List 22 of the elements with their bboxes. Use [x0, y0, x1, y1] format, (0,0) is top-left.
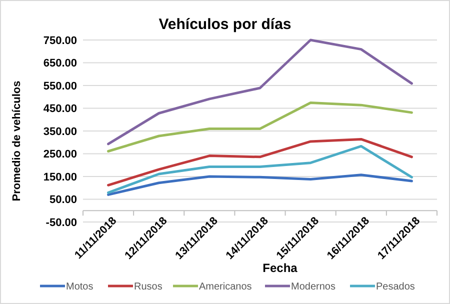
chart-title: Vehículos por días: [158, 16, 292, 33]
line-series: [107, 144, 413, 194]
y-tick-label: 250.00: [43, 148, 77, 161]
line-series: [107, 138, 413, 186]
y-tick-label: 350.00: [43, 126, 77, 138]
y-tick-label: 650.00: [43, 58, 77, 70]
y-tick-label: -50.00: [46, 216, 77, 229]
x-axis-title: Fecha: [262, 261, 298, 275]
legend-label: Pesados: [376, 282, 415, 292]
y-tick-label: 450.00: [43, 103, 77, 116]
y-axis-title: Promedio de vehículos: [11, 80, 23, 202]
legend-label: Americanos: [199, 282, 252, 292]
y-tick-label: 150.00: [43, 171, 77, 184]
legend-label: Modernos: [291, 282, 336, 292]
y-tick-label: 550.00: [43, 80, 77, 92]
y-tick-label: 750.00: [43, 34, 77, 47]
line-series: [107, 174, 413, 196]
legend-label: Motos: [66, 282, 94, 292]
legend-label: Rusos: [134, 282, 162, 292]
line-series: [107, 38, 413, 146]
line-series: [107, 102, 413, 152]
y-tick-label: 50.00: [49, 194, 77, 206]
